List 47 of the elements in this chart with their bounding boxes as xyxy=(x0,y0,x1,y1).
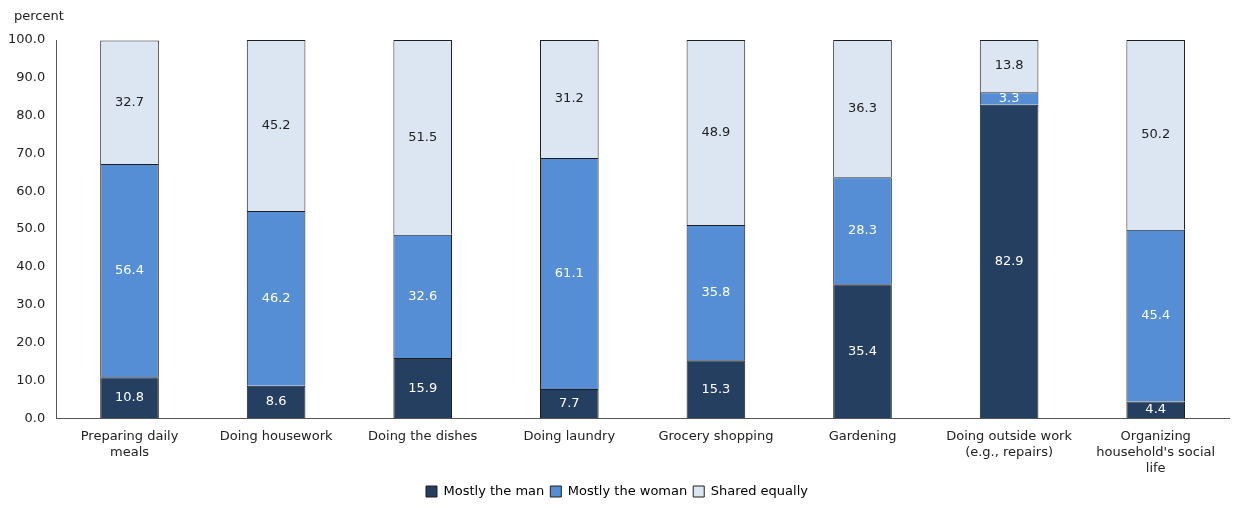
data-label: 45.4 xyxy=(1141,307,1171,323)
legend-label: Mostly the woman xyxy=(567,482,688,498)
y-tick-label: 70.0 xyxy=(16,144,46,160)
data-label: 32.6 xyxy=(408,287,438,303)
y-tick-label: 90.0 xyxy=(16,69,46,85)
y-axis-title: percent xyxy=(14,7,64,23)
data-label: 8.6 xyxy=(265,393,287,409)
data-label: 35.4 xyxy=(848,342,877,358)
legend-label: Shared equally xyxy=(710,482,809,498)
data-label: 3.3 xyxy=(998,89,1020,105)
data-label: 50.2 xyxy=(1141,126,1171,142)
y-tick-label: 20.0 xyxy=(16,333,46,349)
y-tick-label: 80.0 xyxy=(16,107,46,123)
data-label: 15.3 xyxy=(701,380,731,396)
data-label: 46.2 xyxy=(261,289,291,305)
data-label: 31.2 xyxy=(554,90,584,106)
y-tick-label: 0.0 xyxy=(24,409,46,425)
y-tick-label: 50.0 xyxy=(16,220,46,236)
y-tick-label: 30.0 xyxy=(16,296,46,312)
y-tick-label: 60.0 xyxy=(16,182,46,198)
data-label: 51.5 xyxy=(408,128,438,144)
data-label: 45.2 xyxy=(261,116,291,132)
legend-label: Mostly the man xyxy=(443,482,545,498)
data-label: 28.3 xyxy=(848,222,877,238)
x-tick-label: Doing outside work (e.g., repairs) xyxy=(946,428,1073,459)
y-tick-label: 100.0 xyxy=(8,31,46,47)
data-label: 4.4 xyxy=(1145,401,1167,417)
data-label: 48.9 xyxy=(701,123,731,139)
x-tick-label: Doing laundry xyxy=(523,428,616,444)
data-label: 56.4 xyxy=(115,262,144,278)
x-tick-label: Doing housework xyxy=(219,428,334,444)
data-label: 32.7 xyxy=(115,93,144,109)
x-tick-label: Organizing household's social life xyxy=(1096,428,1216,475)
x-tick-label: Preparing daily meals xyxy=(80,428,179,459)
data-label: 7.7 xyxy=(558,395,580,411)
y-tick-label: 40.0 xyxy=(16,258,46,274)
data-label: 15.9 xyxy=(408,379,438,395)
data-label: 61.1 xyxy=(554,264,584,280)
data-label: 35.8 xyxy=(701,284,731,300)
data-label: 10.8 xyxy=(115,389,144,405)
x-tick-label: Doing the dishes xyxy=(368,428,478,444)
data-label: 82.9 xyxy=(994,252,1024,268)
x-tick-label: Gardening xyxy=(828,428,897,444)
data-label: 36.3 xyxy=(848,100,877,116)
data-label: 13.8 xyxy=(994,57,1024,73)
x-tick-label: Grocery shopping xyxy=(658,428,774,444)
y-tick-label: 10.0 xyxy=(16,371,46,387)
